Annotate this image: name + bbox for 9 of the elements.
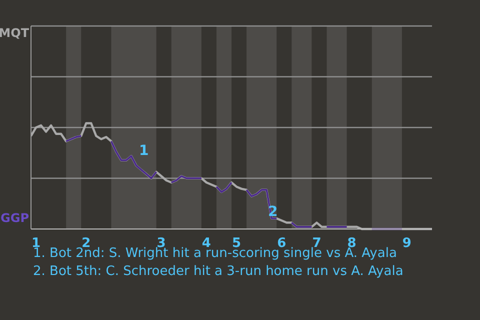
text: 2. Bot 5th: C. Schroeder hit a 3-run home run vs A. Ayala: [33, 263, 404, 281]
text: MQT: [0, 26, 29, 40]
x-tick-label: 5: [232, 236, 242, 251]
x-tick-label: 6: [277, 236, 286, 251]
text: GGP: [0, 211, 29, 225]
annotation: 2: [268, 204, 278, 220]
x-tick-label: 4: [202, 236, 211, 251]
x-tick-label: 9: [402, 236, 412, 251]
annotation: 1: [139, 143, 149, 159]
